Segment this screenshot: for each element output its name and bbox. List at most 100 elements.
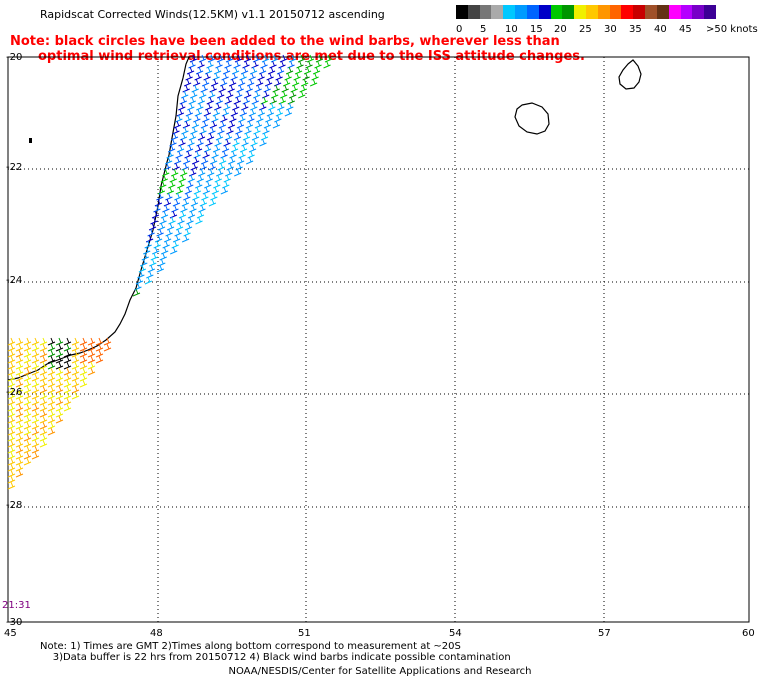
wind-barb bbox=[7, 427, 16, 436]
wind-barb bbox=[223, 102, 231, 111]
wind-barb bbox=[216, 168, 224, 177]
wind-barb bbox=[260, 132, 269, 141]
wind-barb bbox=[179, 132, 188, 141]
wind-barb bbox=[15, 457, 24, 466]
wind-barb bbox=[280, 90, 288, 99]
wind-barb bbox=[215, 60, 223, 69]
wind-barb bbox=[182, 156, 191, 165]
wind-barb bbox=[255, 78, 264, 87]
wind-barb bbox=[170, 246, 178, 255]
wind-barb bbox=[146, 270, 154, 279]
wind-barb bbox=[15, 391, 24, 400]
wind-barb bbox=[205, 174, 213, 183]
wind-barb bbox=[47, 397, 56, 406]
wind-barb bbox=[159, 216, 167, 225]
wind-barb bbox=[245, 84, 253, 93]
wind-barb bbox=[71, 343, 80, 352]
wind-barb bbox=[172, 234, 181, 243]
wind-barb bbox=[209, 120, 218, 129]
wind-barb bbox=[224, 132, 233, 141]
wind-barb bbox=[227, 156, 236, 165]
wind-barb bbox=[39, 391, 48, 400]
wind-barb bbox=[147, 228, 155, 237]
wind-barb bbox=[211, 150, 219, 159]
wind-barb bbox=[162, 204, 170, 213]
wind-barb bbox=[63, 367, 72, 376]
wind-barb bbox=[257, 72, 265, 81]
pass-time: 21:31 bbox=[2, 600, 31, 611]
wind-barb bbox=[7, 361, 16, 370]
wind-barb bbox=[263, 120, 272, 129]
wind-barb bbox=[251, 132, 260, 141]
madagascar-coastline bbox=[7, 56, 190, 381]
wind-barbs bbox=[7, 54, 333, 490]
wind-barb bbox=[166, 186, 175, 195]
wind-barb bbox=[47, 415, 56, 424]
wind-barb bbox=[154, 198, 163, 207]
wind-barb bbox=[314, 60, 322, 69]
wind-barb bbox=[278, 60, 286, 69]
wind-barb bbox=[264, 78, 273, 87]
wind-barb bbox=[246, 78, 255, 87]
wind-barb bbox=[160, 210, 169, 219]
wind-barb bbox=[159, 180, 167, 189]
wind-barb bbox=[154, 234, 163, 243]
color-swatch bbox=[680, 5, 693, 19]
wind-barb bbox=[186, 180, 194, 189]
wind-barb bbox=[220, 186, 229, 195]
wind-barb bbox=[164, 156, 173, 165]
wind-barb bbox=[196, 138, 204, 147]
credit-line: NOAA/NESDIS/Center for Satellite Applica… bbox=[228, 666, 532, 677]
color-swatch bbox=[656, 5, 670, 19]
wind-barb bbox=[238, 114, 246, 123]
wind-barb bbox=[152, 246, 160, 255]
wind-barb bbox=[288, 54, 297, 63]
wind-barb bbox=[47, 421, 56, 430]
wind-barb bbox=[15, 373, 24, 382]
wind-barb bbox=[236, 156, 245, 165]
wind-barb bbox=[323, 60, 331, 69]
wind-barb bbox=[224, 60, 232, 69]
wind-barb bbox=[291, 78, 300, 87]
wind-barb bbox=[189, 168, 197, 177]
wind-barb bbox=[181, 198, 190, 207]
wind-barb bbox=[7, 343, 16, 352]
wind-barb bbox=[187, 102, 195, 111]
wind-barb bbox=[195, 216, 203, 225]
wind-barb bbox=[172, 198, 181, 207]
wind-barb bbox=[247, 150, 255, 159]
wind-barb bbox=[31, 355, 40, 364]
wind-barb bbox=[297, 54, 306, 63]
wind-barb bbox=[15, 349, 24, 358]
wind-barb bbox=[241, 138, 249, 147]
wind-barb bbox=[47, 385, 56, 394]
wind-barb bbox=[273, 78, 282, 87]
wind-barb bbox=[210, 78, 219, 87]
wind-barb bbox=[216, 54, 225, 63]
wind-barb bbox=[311, 72, 319, 81]
wind-barb bbox=[23, 373, 32, 382]
wind-barb bbox=[276, 66, 285, 75]
wind-barb bbox=[15, 397, 24, 406]
wind-barb bbox=[55, 349, 64, 358]
wind-barb bbox=[286, 102, 294, 111]
wind-barb bbox=[203, 144, 212, 153]
wind-barb bbox=[63, 385, 72, 394]
wind-barb bbox=[235, 162, 243, 171]
wind-barb bbox=[183, 78, 192, 87]
wind-barb bbox=[229, 114, 237, 123]
wind-barb bbox=[302, 72, 310, 81]
wind-barb bbox=[217, 90, 225, 99]
wind-barb bbox=[178, 138, 186, 147]
wind-barb bbox=[55, 367, 64, 376]
wind-barb bbox=[15, 385, 24, 394]
wind-barb bbox=[174, 192, 182, 201]
wind-barb bbox=[223, 174, 231, 183]
wind-barb bbox=[251, 60, 259, 69]
lat-label: -22 bbox=[6, 162, 22, 173]
wind-barb bbox=[201, 192, 209, 201]
wind-barb bbox=[238, 150, 246, 159]
wind-barb bbox=[23, 445, 32, 454]
wind-barb bbox=[23, 361, 32, 370]
wind-barb bbox=[252, 54, 261, 63]
